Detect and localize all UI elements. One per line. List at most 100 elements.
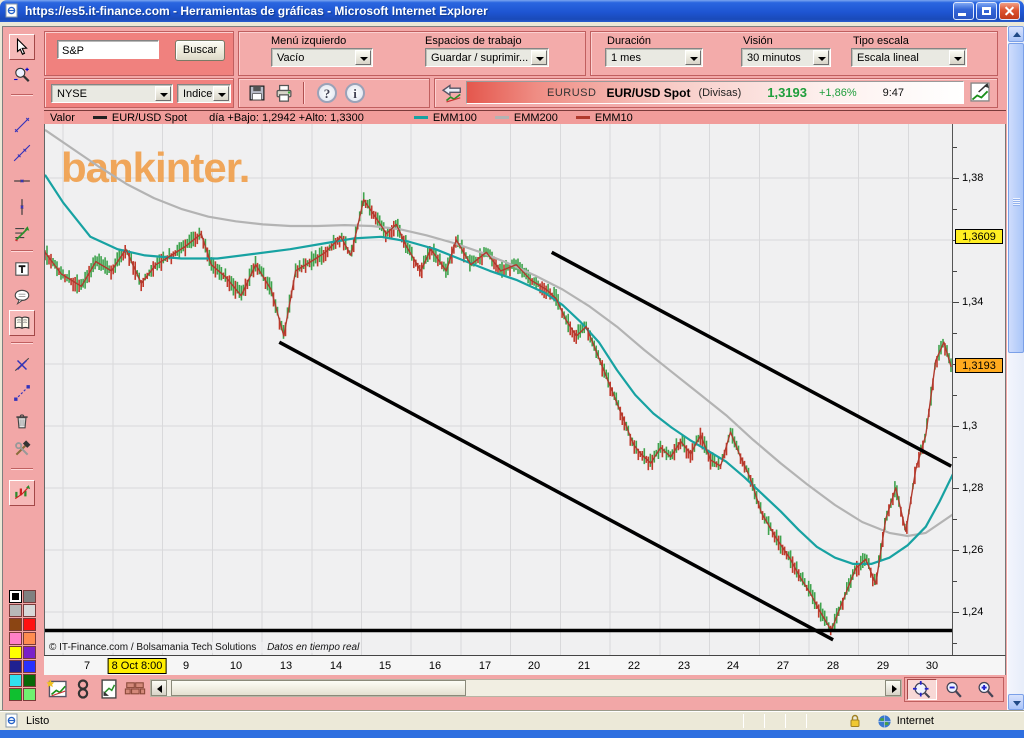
palette-swatch[interactable] [23,646,36,659]
y-minor-tick [953,271,957,272]
search-button[interactable]: Buscar [175,40,225,61]
panel-separator [303,82,305,104]
realtime-note: Datos en tiempo real [267,642,360,653]
palette-swatch[interactable] [9,590,22,603]
price-badge: 1,3193 [955,358,1003,373]
help-icon: ? [323,86,331,101]
chevron-down-icon[interactable] [213,86,229,101]
info-button[interactable]: i [345,83,365,103]
chevron-down-icon[interactable] [531,50,547,65]
trash-tool-button[interactable] [9,408,35,434]
chevron-down-icon[interactable] [155,86,171,101]
scroll-down-button[interactable] [1008,694,1024,710]
palette-swatch[interactable] [9,646,22,659]
minimize-icon [958,13,966,16]
search-input[interactable] [57,40,159,59]
y-axis-label: 1,24 [962,606,984,618]
menu-left-select[interactable]: Vacío [271,48,373,67]
toolbar-separator [11,342,33,344]
zoom-in-button[interactable] [971,679,1001,700]
report-button[interactable] [98,678,120,700]
open-chart-button[interactable] [968,81,992,103]
palette-swatch[interactable] [23,618,36,631]
book-tool-button[interactable] [9,310,35,336]
x-axis-label: 24 [726,660,740,672]
settings-tools-button[interactable] [9,436,35,462]
chevron-down-icon[interactable] [685,50,701,65]
quote-bar[interactable]: EURUSD EUR/USD Spot (Divisas) 1,3193 +1,… [466,81,964,104]
legend-emm200-label: EMM200 [513,111,558,124]
fibonacci-tool-button[interactable] [9,220,35,246]
print-button[interactable] [273,83,295,103]
palette-swatch[interactable] [23,688,36,701]
scroll-left-button[interactable] [151,680,167,696]
help-button[interactable]: ? [317,83,337,103]
y-minor-tick [953,333,957,334]
y-axis-label: 1,3 [962,420,978,432]
taskbar-strip [0,730,1024,738]
trend-segment-tool-button[interactable] [9,112,35,138]
chevron-down-icon[interactable] [355,50,371,65]
duration-select[interactable]: 1 mes [605,48,703,67]
move-points-tool-button[interactable] [9,380,35,406]
toolbar-separator [11,250,33,252]
chart-hscrollbar[interactable] [150,679,902,697]
palette-swatch[interactable] [9,604,22,617]
cursor-tool-button[interactable] [9,34,35,60]
horizontal-line-tool-button[interactable] [9,168,35,194]
palette-swatch[interactable] [23,590,36,603]
text-tool-button[interactable] [9,256,35,282]
bricks-button[interactable] [124,678,146,700]
trend-line-tool-button[interactable] [9,140,35,166]
market-panel: NYSE Indice [44,78,234,108]
scroll-up-button[interactable] [1008,26,1024,42]
chevron-down-icon[interactable] [949,50,965,65]
palette-swatch[interactable] [23,674,36,687]
restore-button[interactable] [976,2,997,20]
chevron-down-icon[interactable] [813,50,829,65]
palette-swatch[interactable] [9,618,22,631]
page-vscrollbar[interactable] [1008,26,1024,711]
x-axis-label: 7 [83,660,91,672]
palette-swatch[interactable] [9,674,22,687]
palette-swatch[interactable] [23,604,36,617]
vision-select[interactable]: 30 minutos [741,48,831,67]
toolbar-separator [11,468,33,470]
chart-area[interactable]: bankinter. © IT-Finance.com / Bolsamania… [44,124,953,655]
zoom-out-button[interactable] [939,679,969,700]
hscroll-thumb[interactable] [171,680,466,696]
horizontal-line-icon [14,179,30,183]
save-button[interactable] [247,83,267,103]
type-select[interactable]: Indice [177,84,231,103]
close-button[interactable] [999,2,1020,20]
palette-swatch[interactable] [23,632,36,645]
search-panel: Buscar [44,31,234,76]
palette-swatch[interactable] [9,660,22,673]
zoom-controls-panel [904,677,1004,702]
trend-segment-icon [14,117,30,133]
x-axis-label: 16 [428,660,442,672]
minimize-button[interactable] [953,2,974,20]
y-minor-tick [953,519,957,520]
chart-footer: © IT-Finance.com / Bolsamania Tech Solut… [49,642,360,653]
palette-swatch[interactable] [9,688,22,701]
vertical-line-tool-button[interactable] [9,194,35,220]
link-button[interactable] [72,678,94,700]
chart-style-button[interactable] [9,480,35,506]
scale-type-select[interactable]: Escala lineal [851,48,967,67]
exchange-select[interactable]: NYSE [51,84,173,103]
back-to-chart-button[interactable] [441,82,463,104]
zoom-tool-button[interactable] [9,62,35,88]
zoom-fit-button[interactable] [907,679,937,700]
color-palette [9,590,39,704]
new-chart-button[interactable] [46,678,68,700]
palette-swatch[interactable] [23,660,36,673]
palette-swatch[interactable] [9,632,22,645]
delete-line-icon [14,357,30,372]
scroll-right-button[interactable] [885,680,901,696]
delete-line-tool-button[interactable] [9,352,35,378]
vscroll-thumb[interactable] [1008,43,1024,353]
workspaces-select[interactable]: Guardar / suprimir... [425,48,549,67]
x-axis-label: 14 [329,660,343,672]
comment-tool-button[interactable] [9,284,35,310]
